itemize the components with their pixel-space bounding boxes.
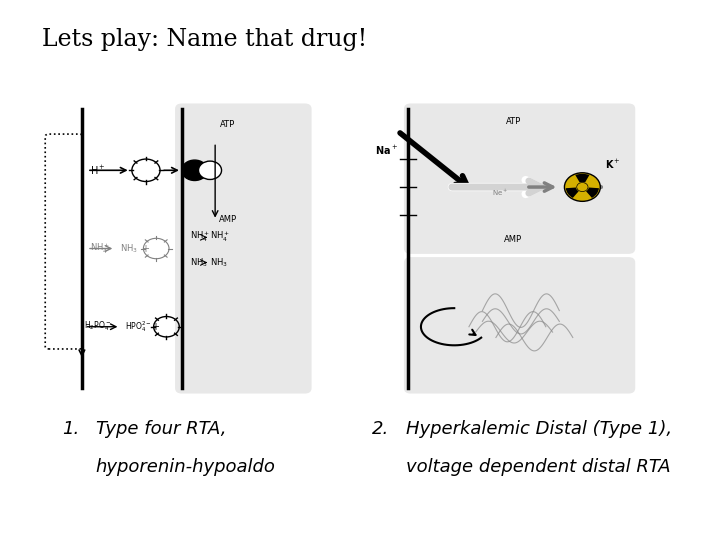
- Text: Type four RTA,: Type four RTA,: [96, 421, 226, 438]
- Text: NH$_4^+$: NH$_4^+$: [189, 230, 210, 245]
- FancyBboxPatch shape: [175, 104, 312, 394]
- Text: Ne$^+$: Ne$^+$: [492, 187, 508, 198]
- Text: ATP: ATP: [505, 117, 521, 126]
- Text: +: +: [141, 244, 149, 253]
- Text: +: +: [151, 322, 159, 332]
- Text: NH$_3$: NH$_3$: [120, 242, 138, 255]
- Text: voltage dependent distal RTA: voltage dependent distal RTA: [406, 458, 670, 476]
- Text: Lets play: Name that drug!: Lets play: Name that drug!: [42, 28, 367, 51]
- Circle shape: [182, 160, 207, 180]
- Text: hyporenin-hypoaldo: hyporenin-hypoaldo: [96, 458, 276, 476]
- Text: H$_2$PO$_4^-$: H$_2$PO$_4^-$: [84, 320, 112, 334]
- Circle shape: [199, 161, 222, 179]
- Text: ATP: ATP: [220, 120, 235, 129]
- Text: H$^+$: H$^+$: [89, 164, 105, 177]
- Circle shape: [564, 173, 600, 201]
- Text: HPO$_4^{2-}$: HPO$_4^{2-}$: [125, 319, 153, 334]
- Text: K$^+$: K$^+$: [605, 158, 621, 171]
- Circle shape: [577, 183, 588, 192]
- Text: Na$^+$: Na$^+$: [375, 144, 398, 157]
- Wedge shape: [586, 187, 599, 198]
- Text: AMP: AMP: [219, 215, 237, 224]
- FancyBboxPatch shape: [404, 257, 635, 394]
- Text: NH$_4^+$: NH$_4^+$: [89, 241, 109, 255]
- Text: 2.: 2.: [372, 421, 390, 438]
- Text: NH$_3$: NH$_3$: [210, 256, 228, 269]
- Text: NH$_4^+$: NH$_4^+$: [210, 230, 230, 245]
- Text: NH$_3$: NH$_3$: [189, 256, 207, 269]
- Text: 1.: 1.: [62, 421, 79, 438]
- FancyBboxPatch shape: [404, 104, 635, 254]
- Text: Hyperkalemic Distal (Type 1),: Hyperkalemic Distal (Type 1),: [406, 421, 672, 438]
- Text: AMP: AMP: [504, 234, 522, 244]
- Wedge shape: [566, 187, 579, 198]
- Wedge shape: [575, 174, 590, 183]
